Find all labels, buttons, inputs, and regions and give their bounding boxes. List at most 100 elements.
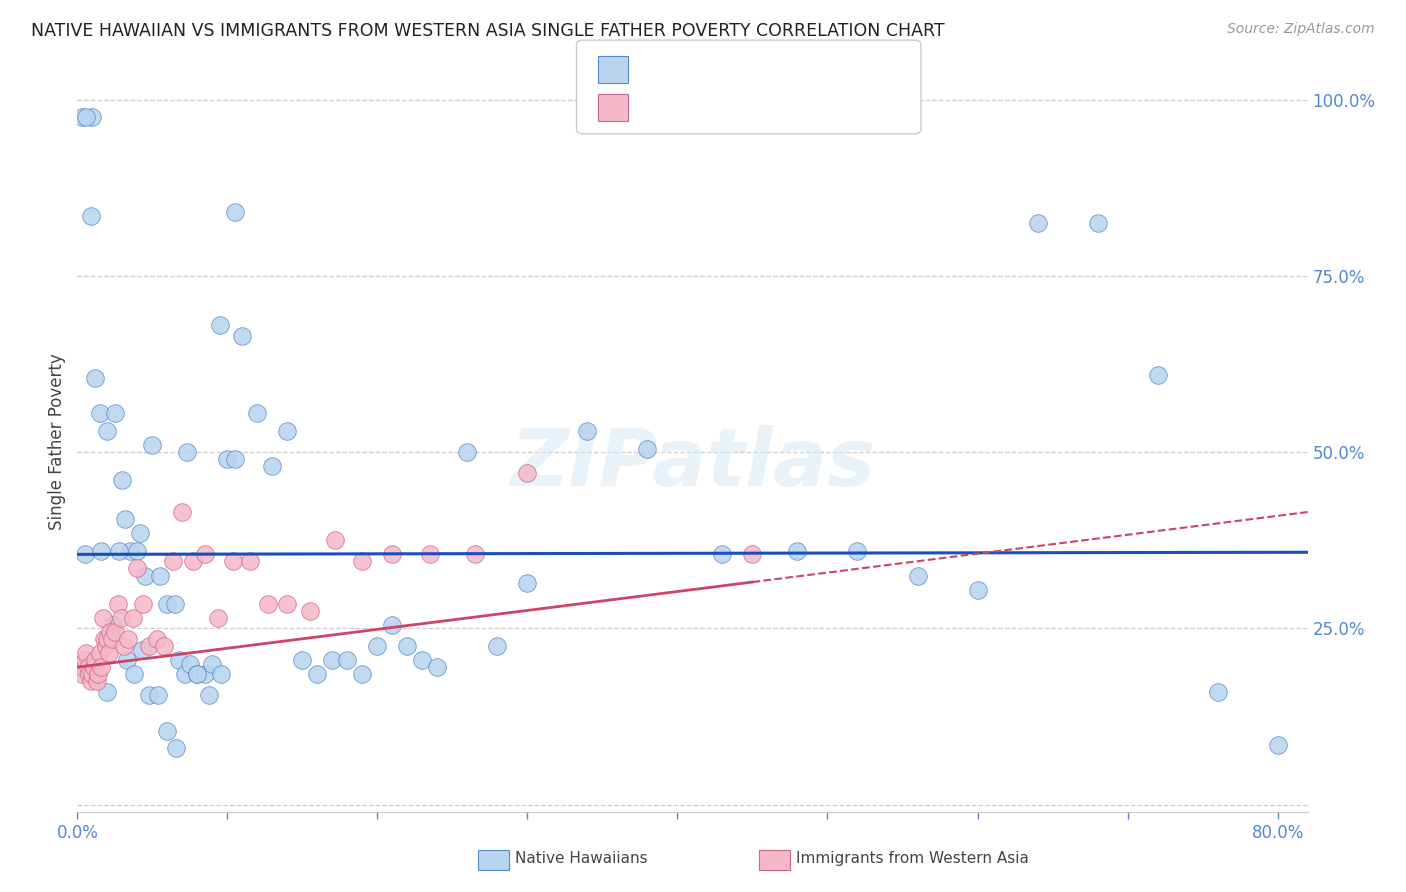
Point (101, 632, 124, 646)
Point (276, 424, 298, 438)
Text: Immigrants from Western Asia: Immigrants from Western Asia (796, 852, 1029, 866)
Point (276, 597, 298, 611)
Point (117, 632, 139, 646)
Point (1146, 368, 1168, 382)
Point (156, 597, 179, 611)
Point (104, 406, 127, 420)
Point (786, 544, 808, 558)
Point (138, 639, 160, 653)
Point (80, 209, 103, 223)
Point (516, 467, 538, 481)
Point (291, 653, 314, 667)
Point (86, 674, 108, 689)
Point (419, 547, 441, 561)
Text: NATIVE HAWAIIAN VS IMMIGRANTS FROM WESTERN ASIA SINGLE FATHER POVERTY CORRELATIO: NATIVE HAWAIIAN VS IMMIGRANTS FROM WESTE… (31, 22, 945, 40)
Text: R = 0.007   N = 73: R = 0.007 N = 73 (640, 60, 824, 78)
Point (162, 554, 184, 568)
Point (129, 526, 152, 541)
Point (165, 741, 187, 756)
Point (127, 544, 149, 558)
Point (80, 674, 103, 689)
Point (381, 618, 404, 632)
Point (336, 653, 359, 667)
Point (224, 452, 246, 467)
Point (149, 568, 172, 582)
Point (70, 667, 93, 681)
Point (179, 657, 201, 671)
Point (1206, 685, 1229, 699)
Point (104, 624, 127, 639)
Point (118, 544, 141, 558)
Point (107, 597, 129, 611)
Point (89, 406, 111, 420)
Point (209, 667, 232, 681)
Text: ZIPatlas: ZIPatlas (510, 425, 875, 503)
Point (90, 544, 112, 558)
Point (163, 597, 186, 611)
Point (89, 646, 111, 660)
Point (114, 512, 136, 526)
Point (91, 611, 114, 625)
Point (172, 505, 194, 519)
Point (194, 547, 217, 561)
Point (82, 110, 104, 124)
Point (411, 653, 433, 667)
Point (87, 667, 110, 681)
Point (636, 442, 658, 456)
Point (70, 110, 93, 124)
Point (141, 438, 163, 452)
Point (741, 547, 763, 561)
Point (907, 568, 929, 582)
Point (76, 660, 98, 674)
Point (464, 547, 486, 561)
Point (112, 639, 135, 653)
Point (381, 547, 404, 561)
Point (153, 639, 176, 653)
Point (486, 639, 509, 653)
Point (110, 611, 132, 625)
Point (222, 554, 245, 568)
Point (79, 667, 101, 681)
Point (321, 653, 343, 667)
Point (97, 646, 120, 660)
Point (90, 660, 112, 674)
Point (132, 597, 155, 611)
Point (307, 667, 329, 681)
Point (121, 611, 143, 625)
Point (73, 653, 96, 667)
Point (83, 660, 105, 674)
Point (93, 632, 115, 646)
Point (298, 604, 321, 618)
Point (96, 632, 118, 646)
Text: Native Hawaiians: Native Hawaiians (515, 852, 647, 866)
Point (231, 328, 253, 343)
Point (576, 424, 599, 438)
Point (134, 568, 156, 582)
Point (186, 667, 208, 681)
Point (156, 723, 179, 738)
Point (84, 653, 107, 667)
Point (96, 685, 118, 699)
Point (846, 544, 869, 558)
Point (207, 611, 229, 625)
Point (217, 452, 239, 467)
Point (1026, 216, 1049, 230)
Point (1087, 216, 1109, 230)
Point (366, 639, 388, 653)
Point (103, 618, 125, 632)
Point (208, 318, 231, 333)
Text: Source: ZipAtlas.com: Source: ZipAtlas.com (1227, 22, 1375, 37)
Y-axis label: Single Father Poverty: Single Father Poverty (48, 353, 66, 530)
Point (127, 561, 149, 575)
Point (72, 660, 94, 674)
Point (115, 653, 138, 667)
Point (711, 547, 734, 561)
Point (181, 554, 204, 568)
Point (138, 689, 160, 703)
Point (426, 660, 449, 674)
Text: R =  0.221   N = 49: R = 0.221 N = 49 (640, 96, 831, 114)
Point (84, 371, 107, 385)
Point (198, 689, 221, 703)
Point (111, 473, 134, 487)
Point (174, 667, 197, 681)
